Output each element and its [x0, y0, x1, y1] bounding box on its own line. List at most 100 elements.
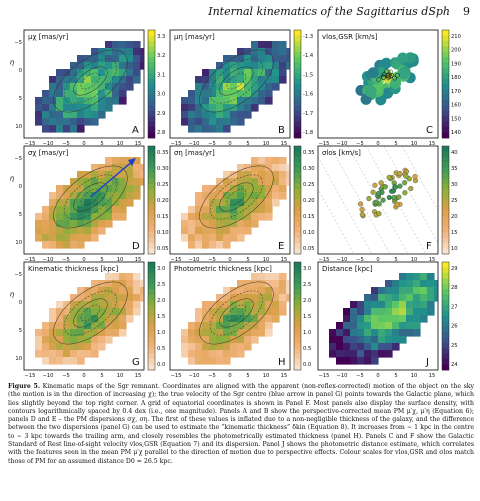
colorbar-segment — [442, 146, 449, 152]
panel-F-point — [402, 180, 408, 186]
panel-J-tile — [392, 280, 400, 288]
panel-E-tile — [237, 206, 245, 214]
panel-G-tile — [105, 315, 113, 323]
colorbar-segment — [294, 73, 301, 79]
y-tick-label: −5 — [14, 40, 22, 46]
panel-B-tile — [202, 111, 210, 119]
panel-D-tile — [84, 220, 92, 228]
panel-J-tile — [364, 350, 372, 358]
colorbar-segment — [294, 310, 301, 317]
panel-D-tile — [126, 178, 134, 186]
panel-H-tile — [202, 350, 210, 358]
panel-J-tile — [385, 343, 393, 351]
panel-D-tile — [98, 185, 106, 193]
panel-F-point — [403, 173, 409, 179]
panel-J-tile — [392, 301, 400, 309]
x-tick-label: −15 — [171, 373, 182, 379]
panel-H-tile — [237, 343, 245, 351]
colorbar-segment — [294, 232, 301, 239]
panel-G-tile — [119, 273, 127, 281]
colorbar-tick-label: 25 — [451, 343, 458, 349]
panel-B-tile — [216, 62, 224, 70]
panel-E-tile — [265, 206, 273, 214]
panel-J-tile — [378, 350, 386, 358]
panel-G-tile — [70, 308, 78, 316]
panel-B-tile — [202, 125, 210, 133]
colorbar-segment — [442, 100, 449, 106]
colorbar-segment — [442, 283, 449, 290]
panel-B-tile — [230, 62, 238, 70]
panel-B-tile — [237, 69, 245, 77]
panel-B-tile — [195, 125, 203, 133]
panel-B-tile — [265, 97, 273, 105]
y-axis-label: η — [10, 59, 15, 67]
panel-J-tile — [385, 280, 393, 288]
panel-G-tile — [105, 322, 113, 330]
panel-H-tile — [244, 322, 252, 330]
panel-D-tile — [77, 206, 85, 214]
colorbar-segment — [148, 248, 155, 255]
panel-H-tile — [202, 308, 210, 316]
panel-G-tile — [112, 294, 120, 302]
panel-A-tile — [49, 125, 57, 133]
panel-G-tile — [140, 294, 144, 302]
panel-G-tile — [77, 343, 85, 351]
panel-J-tile — [427, 301, 435, 309]
panel-D-tile — [98, 178, 106, 186]
panel-H-tile — [237, 322, 245, 330]
panel-B-tile — [223, 62, 231, 70]
panel-J-tile — [378, 315, 386, 323]
panel-B-tile — [237, 90, 245, 98]
panel-J-tile — [399, 336, 407, 344]
panel-H-contour — [219, 298, 254, 328]
panel-B-tile — [272, 48, 280, 56]
x-tick-label: −5 — [356, 257, 364, 263]
panel-J-tile — [392, 308, 400, 316]
colorbar-segment — [294, 200, 301, 206]
panel-G-tile — [119, 280, 127, 288]
panel-J-tile — [399, 280, 407, 288]
panel-G-tile — [84, 343, 92, 351]
panel-D-map — [35, 157, 144, 249]
panel-E-tile — [258, 213, 266, 221]
panel-A-tile — [63, 76, 71, 84]
panel-F-point — [375, 190, 382, 197]
colorbar-segment — [442, 227, 449, 233]
x-tick-label: −15 — [171, 257, 182, 263]
panel-E-tile — [237, 171, 245, 179]
panel-E-tile — [279, 164, 287, 172]
x-tick-label: 10 — [411, 257, 418, 263]
panel-D-tile — [133, 192, 141, 200]
y-tick-label: 0 — [19, 300, 22, 306]
panel-J-tile — [399, 301, 407, 309]
panel-J-tile — [343, 343, 351, 351]
panel-H-tile — [188, 357, 196, 365]
colorbar-tick-label: 35 — [451, 166, 458, 172]
panel-B-tile — [265, 48, 273, 56]
colorbar-segment — [148, 243, 155, 249]
panel-G-tile — [84, 336, 92, 344]
panel-E-tile — [258, 178, 266, 186]
panel-B-tile — [237, 118, 245, 126]
colorbar-segment — [148, 189, 155, 195]
colorbar-segment — [148, 127, 155, 133]
panel-A-tile — [112, 55, 120, 63]
panel-E-tile — [265, 178, 273, 186]
colorbar-tick-label: 26 — [451, 324, 458, 330]
colorbar-segment — [442, 173, 449, 179]
panel-D-tile — [91, 164, 99, 172]
panel-G-label: G — [132, 357, 140, 368]
panel-H-tile — [272, 273, 280, 281]
panel-H-tile — [251, 336, 259, 344]
panel-A-tile — [56, 90, 64, 98]
panel-J-tile — [364, 301, 372, 309]
panel-H-tile — [265, 301, 273, 309]
panel-D-tile — [49, 199, 57, 207]
panel-G-tile — [105, 294, 113, 302]
colorbar-segment — [442, 35, 449, 42]
panel-H-tile — [216, 357, 224, 365]
panel-E-tile — [223, 220, 231, 228]
panel-J-tile — [371, 343, 379, 351]
panel-J-tile — [413, 280, 421, 288]
panel-B-tile — [279, 55, 287, 63]
